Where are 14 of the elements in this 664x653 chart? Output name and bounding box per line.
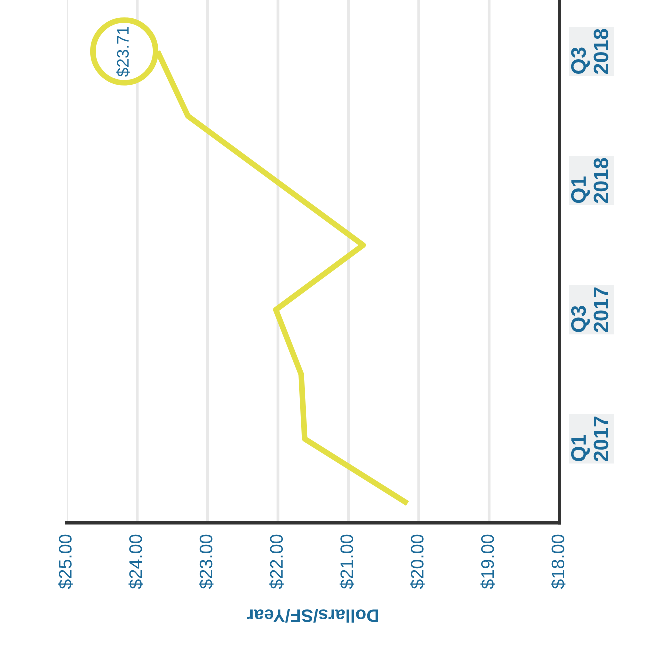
- x-tick-label: $22.00: [270, 534, 284, 590]
- x-tick-label: $19.00: [480, 534, 496, 590]
- x-tick-label: $20.00: [410, 534, 425, 590]
- y-tick-label: Q3 2018: [571, 29, 609, 74]
- y-tick-label: Q1 2018: [571, 158, 609, 204]
- x-axis-title: Dollars/SF/Year: [247, 609, 378, 623]
- y-tick-label: Q3 2017: [571, 288, 609, 332]
- x-tick-label: $18.00: [551, 534, 566, 590]
- x-tick-label: $24.00: [128, 534, 144, 590]
- x-tick-label: $25.00: [58, 534, 73, 590]
- y-tick-label: Q1 2017: [571, 416, 609, 462]
- x-tick-label: $21.00: [340, 534, 355, 590]
- x-tick-label: $23.00: [199, 534, 214, 590]
- annotation: $23.71: [116, 26, 130, 77]
